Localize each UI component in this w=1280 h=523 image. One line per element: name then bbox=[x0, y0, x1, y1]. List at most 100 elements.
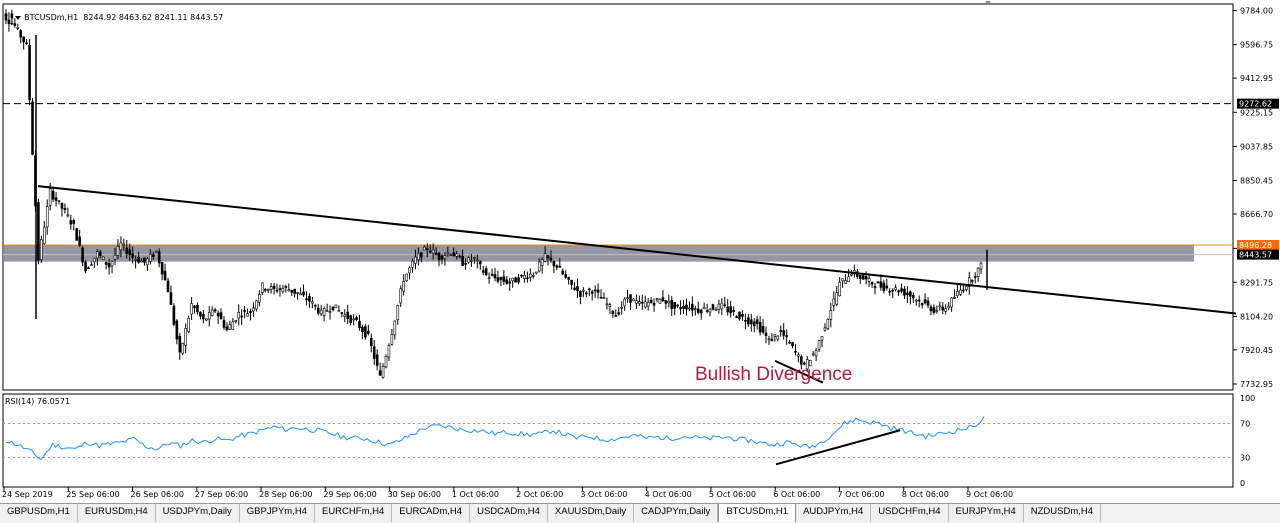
candle-body bbox=[511, 277, 514, 282]
candle-body bbox=[723, 304, 727, 307]
candle-body bbox=[838, 282, 841, 296]
candle-body bbox=[381, 366, 385, 378]
candle-body bbox=[258, 294, 261, 303]
candle-body bbox=[738, 311, 741, 320]
candle-body bbox=[499, 277, 503, 280]
candle-body bbox=[420, 252, 423, 258]
candle-body bbox=[873, 286, 877, 289]
candle-body bbox=[196, 304, 199, 313]
candle-body bbox=[517, 277, 520, 283]
candle-body bbox=[841, 278, 844, 282]
candle-body bbox=[349, 315, 352, 323]
candle-body bbox=[378, 370, 382, 376]
candle-body bbox=[63, 207, 67, 211]
candle-body bbox=[546, 255, 550, 259]
rsi-header: RSI(14) 76.0571 bbox=[5, 397, 71, 406]
candle-body bbox=[947, 305, 950, 309]
price-axis-label: 7732.95 bbox=[1240, 380, 1273, 389]
candle-body bbox=[629, 294, 632, 303]
candle-body bbox=[699, 309, 703, 314]
candle-body bbox=[767, 338, 771, 341]
candle-body bbox=[620, 306, 623, 309]
candle-body bbox=[959, 289, 962, 295]
candle-body bbox=[788, 341, 791, 344]
candle-body bbox=[187, 317, 190, 332]
candle-body bbox=[785, 335, 788, 338]
time-axis-label: 30 Sep 06:00 bbox=[388, 490, 441, 499]
candle-body bbox=[96, 251, 99, 259]
candle-body bbox=[331, 306, 335, 311]
candle-body bbox=[337, 310, 341, 312]
candle-body bbox=[640, 301, 644, 304]
candle-body bbox=[676, 304, 679, 307]
price-axis-label: 9412.95 bbox=[1240, 74, 1273, 83]
candle-body bbox=[705, 310, 709, 312]
ask-price-tag: 8496.28 bbox=[1239, 241, 1272, 250]
candle-body bbox=[770, 338, 774, 342]
candle-body bbox=[116, 246, 120, 256]
candle-body bbox=[776, 335, 780, 340]
rsi-divergence-line[interactable] bbox=[775, 429, 901, 466]
candle-body bbox=[885, 285, 889, 289]
candle-body bbox=[814, 350, 818, 357]
tab-xauusdm-daily[interactable]: XAUUSDm,Daily bbox=[548, 504, 635, 522]
candle-body bbox=[579, 290, 582, 297]
rsi-line bbox=[5, 416, 985, 461]
candle-body bbox=[143, 257, 146, 263]
candle-body bbox=[334, 304, 338, 309]
candle-body bbox=[761, 326, 765, 333]
tab-eurusdm-h4[interactable]: EURUSDm,H4 bbox=[78, 504, 156, 522]
price-chart[interactable]: 9784.00 9596.75 9412.95 9225.15 9037.85 8850.… bbox=[0, 0, 1280, 503]
candle-body bbox=[882, 282, 886, 292]
descending-trendline[interactable] bbox=[37, 185, 1237, 315]
tab-usdjpym-daily[interactable]: USDJPYm,Daily bbox=[156, 504, 240, 522]
candle-body bbox=[923, 299, 927, 304]
candle-body bbox=[617, 312, 621, 315]
tab-nzdusdm-h4[interactable]: NZDUSDm,H4 bbox=[1024, 504, 1102, 522]
tab-eurjpym-h4[interactable]: EURJPYm,H4 bbox=[949, 504, 1024, 522]
tab-eurchfm-h4[interactable]: EURCHFm,H4 bbox=[315, 504, 393, 522]
candle-body bbox=[638, 301, 641, 304]
candle-body bbox=[98, 251, 102, 256]
tab-usdchfm-h4[interactable]: USDCHFm,H4 bbox=[871, 504, 949, 522]
candle-body bbox=[87, 267, 90, 270]
candle-body bbox=[888, 290, 892, 293]
candle-body bbox=[696, 308, 700, 313]
tab-eurcadm-h4[interactable]: EURCADm,H4 bbox=[392, 504, 471, 522]
candle-body bbox=[900, 288, 903, 292]
candle-body bbox=[962, 289, 965, 292]
candle-body bbox=[19, 30, 23, 38]
candle-body bbox=[652, 302, 656, 306]
candle-body bbox=[372, 346, 376, 360]
candle-body bbox=[844, 280, 847, 284]
candle-body bbox=[773, 334, 777, 337]
candle-body bbox=[249, 310, 252, 313]
candle-body bbox=[4, 13, 8, 21]
rsi-axis-label: 30 bbox=[1240, 454, 1250, 463]
price-axis-label: 9784.00 bbox=[1240, 7, 1273, 16]
candle-body bbox=[263, 288, 267, 291]
tab-gbpjpym-h4[interactable]: GBPJPYm,H4 bbox=[240, 504, 315, 522]
candle-body bbox=[104, 261, 108, 265]
candle-body bbox=[72, 220, 76, 224]
candle-body bbox=[205, 318, 208, 321]
price-divergence-line[interactable] bbox=[774, 359, 824, 384]
tab-btcusdm-h1[interactable]: BTCUSDm,H1 bbox=[718, 504, 797, 522]
candle-body bbox=[965, 286, 968, 290]
tab-audjpym-h4[interactable]: AUDJPYm,H4 bbox=[796, 504, 872, 522]
tab-cadjpym-daily[interactable]: CADJPYm,Daily bbox=[634, 504, 719, 522]
candle-body bbox=[237, 311, 241, 319]
candle-body bbox=[711, 304, 715, 310]
tab-usdcadm-h4[interactable]: USDCADm,H4 bbox=[470, 504, 548, 522]
candle-body bbox=[390, 334, 394, 345]
candle-body bbox=[408, 267, 411, 274]
candle-body bbox=[219, 312, 223, 320]
candle-body bbox=[596, 289, 600, 293]
candle-body bbox=[278, 288, 282, 290]
candle-body bbox=[805, 359, 809, 370]
candle-body bbox=[54, 197, 58, 201]
tab-gbpusdm-h1[interactable]: GBPUSDm,H1 bbox=[0, 504, 78, 522]
chart-menu-arrow-icon[interactable] bbox=[15, 15, 22, 20]
candle-body bbox=[240, 315, 243, 318]
candle-body bbox=[820, 336, 824, 341]
